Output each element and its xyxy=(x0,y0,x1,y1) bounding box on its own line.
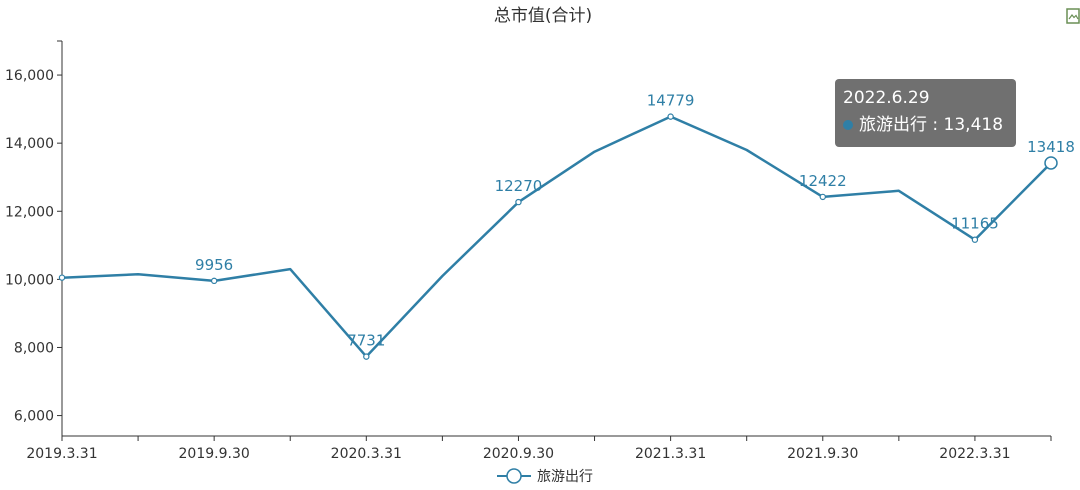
x-tick-label: 2020.3.31 xyxy=(331,446,402,462)
tooltip-separator: : xyxy=(927,115,944,135)
tooltip-series-name: 旅游出行 xyxy=(859,115,927,135)
data-point[interactable] xyxy=(667,113,674,120)
data-label: 13418 xyxy=(1027,138,1075,156)
data-label: 9956 xyxy=(195,256,233,274)
data-label: 12270 xyxy=(495,177,543,195)
data-label: 12422 xyxy=(799,172,847,190)
data-label: 14779 xyxy=(647,92,695,110)
tooltip-series-dot xyxy=(843,120,853,130)
tooltip-row: 旅游出行 : 13,418 xyxy=(843,113,1008,137)
x-tick-label: 2022.3.31 xyxy=(939,446,1010,462)
x-tick-label: 2020.9.30 xyxy=(483,446,554,462)
x-tick-label: 2019.3.31 xyxy=(26,446,97,462)
y-tick-label: 6,000 xyxy=(14,409,54,425)
y-tick-label: 16,000 xyxy=(5,68,54,84)
data-point[interactable] xyxy=(515,198,522,206)
y-tick-label: 8,000 xyxy=(14,340,54,356)
x-tick-label: 2019.9.30 xyxy=(179,446,250,462)
chart-title: 总市值(合计) xyxy=(494,6,592,26)
legend-marker xyxy=(506,468,522,484)
data-label: 7731 xyxy=(347,332,385,350)
series-line-旅游出行[interactable] xyxy=(61,115,1052,358)
legend-label[interactable]: 旅游出行 xyxy=(537,469,593,485)
data-point[interactable] xyxy=(1044,156,1058,170)
data-point[interactable] xyxy=(210,277,218,285)
y-tick-label: 12,000 xyxy=(5,204,54,220)
y-tick-label: 10,000 xyxy=(5,272,54,288)
data-point[interactable] xyxy=(971,236,979,243)
tooltip-date: 2022.6.29 xyxy=(843,88,930,108)
y-tick-label: 14,000 xyxy=(5,136,54,152)
save-image-icon[interactable] xyxy=(1066,8,1080,24)
x-tick-label: 2021.9.30 xyxy=(787,446,858,462)
tooltip: 2022.6.29 旅游出行 : 13,418 xyxy=(835,79,1016,147)
legend[interactable]: 旅游出行 xyxy=(497,468,593,485)
data-label: 11165 xyxy=(951,215,999,233)
tooltip-value: 13,418 xyxy=(943,115,1004,135)
data-point[interactable] xyxy=(363,353,370,360)
data-point[interactable] xyxy=(58,274,66,281)
data-point[interactable] xyxy=(819,193,826,201)
x-tick-label: 2021.3.31 xyxy=(635,446,706,462)
